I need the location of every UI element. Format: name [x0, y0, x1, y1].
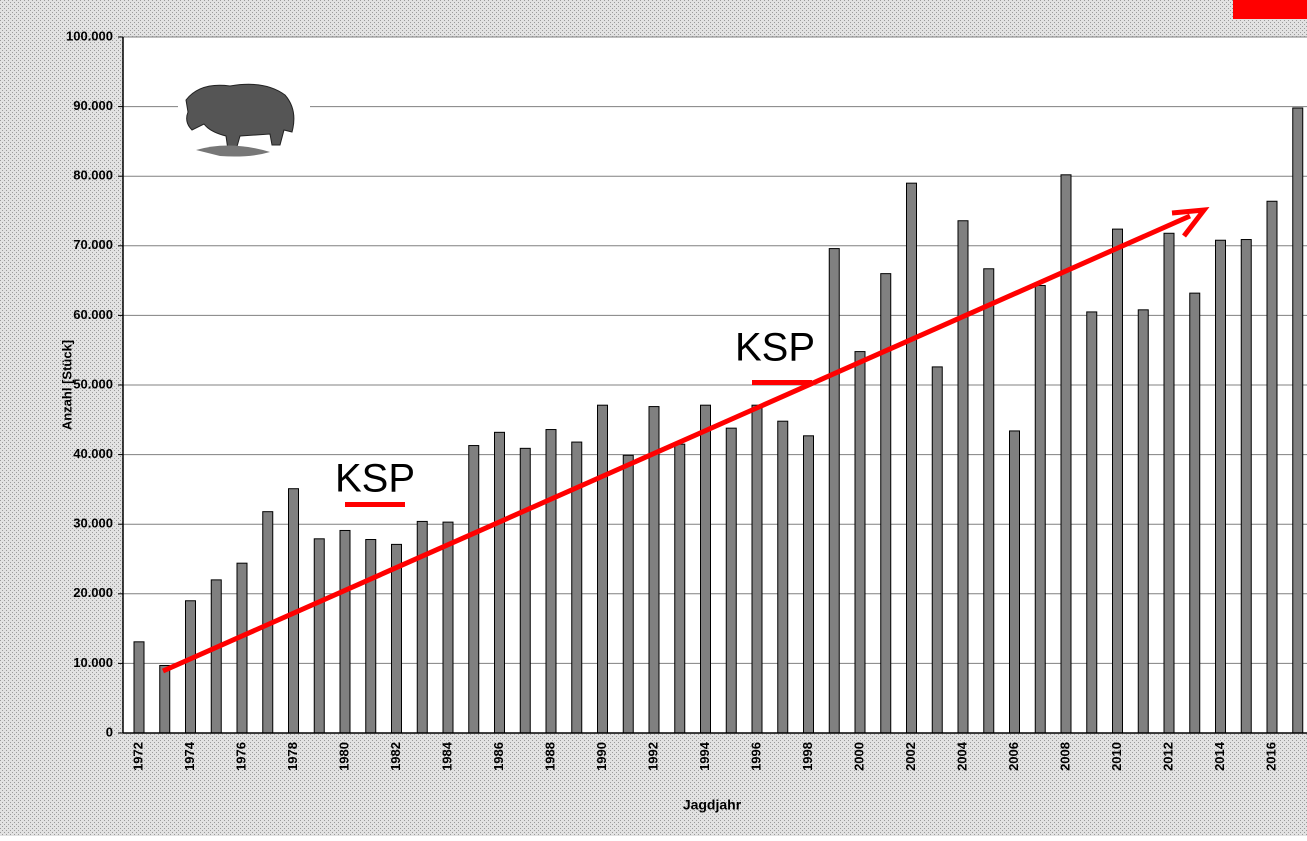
bar [211, 580, 221, 733]
x-axis-title: Jagdjahr [683, 797, 742, 813]
bar [1113, 229, 1123, 733]
x-tick-label: 1992 [645, 742, 660, 771]
y-tick-label: 60.000 [73, 307, 113, 322]
y-tick-label: 10.000 [73, 655, 113, 670]
x-tick-label: 2004 [954, 741, 969, 771]
bar [340, 530, 350, 733]
y-tick-label: 20.000 [73, 585, 113, 600]
y-tick-label: 30.000 [73, 516, 113, 531]
x-tick-label: 1974 [182, 741, 197, 771]
x-tick-label: 1986 [491, 742, 506, 771]
x-tick-label: 2006 [1006, 742, 1021, 771]
x-tick-label: 1990 [594, 742, 609, 771]
x-tick-label: 2016 [1263, 742, 1278, 771]
bar [160, 665, 170, 733]
bar [546, 430, 556, 733]
y-tick-label: 70.000 [73, 237, 113, 252]
x-tick-label: 2014 [1212, 741, 1227, 771]
y-axis-title: Anzahl [Stück] [59, 340, 74, 430]
x-tick-label: 2008 [1057, 742, 1072, 771]
x-tick-label: 1976 [233, 742, 248, 771]
y-tick-label: 40.000 [73, 446, 113, 461]
bar [1061, 175, 1071, 733]
bar [186, 601, 196, 733]
x-tick-label: 2002 [903, 742, 918, 771]
x-tick-label: 1978 [285, 742, 300, 771]
x-tick-label: 1984 [439, 741, 454, 771]
bar [1190, 293, 1200, 733]
bar [1138, 310, 1148, 733]
x-tick-label: 1996 [748, 742, 763, 771]
bar [701, 405, 711, 733]
y-tick-label: 0 [106, 724, 113, 739]
chart: Anzahl [Stück] Jagdjahr KSP KSP 0 10.000 2… [0, 0, 1307, 836]
y-tick-label: 100.000 [66, 28, 113, 43]
bar [907, 183, 917, 733]
bar [804, 436, 814, 733]
bar [829, 249, 839, 733]
bar [1035, 285, 1045, 733]
x-tick-label: 1994 [697, 741, 712, 771]
bar [314, 539, 324, 733]
annotation-text: KSP [735, 326, 815, 370]
bar [726, 428, 736, 733]
x-tick-label: 1980 [336, 742, 351, 771]
annotation-text: KSP [335, 457, 415, 501]
bar [855, 352, 865, 733]
y-tick-label: 80.000 [73, 168, 113, 183]
bar [778, 421, 788, 733]
bar [1267, 201, 1277, 733]
bar [1216, 240, 1226, 733]
bar [1241, 240, 1251, 733]
bar [469, 446, 479, 733]
bar [1010, 431, 1020, 733]
x-tick-label: 1988 [542, 742, 557, 771]
bar [932, 367, 942, 733]
bar [443, 522, 453, 733]
y-tick-label: 90.000 [73, 98, 113, 113]
bar [1293, 108, 1303, 733]
bar [958, 221, 968, 733]
x-tick-label: 2012 [1160, 742, 1175, 771]
boar-image [178, 78, 310, 166]
bar [495, 432, 505, 733]
x-tick-label: 2000 [851, 742, 866, 771]
bar [237, 563, 247, 733]
bar [1087, 312, 1097, 733]
bar [134, 642, 144, 733]
bar [623, 455, 633, 733]
bar [598, 405, 608, 733]
bar [675, 444, 685, 733]
bar [984, 269, 994, 733]
bar [752, 405, 762, 733]
x-tick-label: 1972 [130, 742, 145, 771]
bar [881, 274, 891, 733]
bar [392, 544, 402, 733]
bar [520, 448, 530, 733]
x-tick-label: 2010 [1109, 742, 1124, 771]
y-tick-label: 50.000 [73, 376, 113, 391]
bar [1164, 233, 1174, 733]
x-tick-label: 1998 [800, 742, 815, 771]
bar [366, 540, 376, 733]
x-tick-label: 1982 [388, 742, 403, 771]
